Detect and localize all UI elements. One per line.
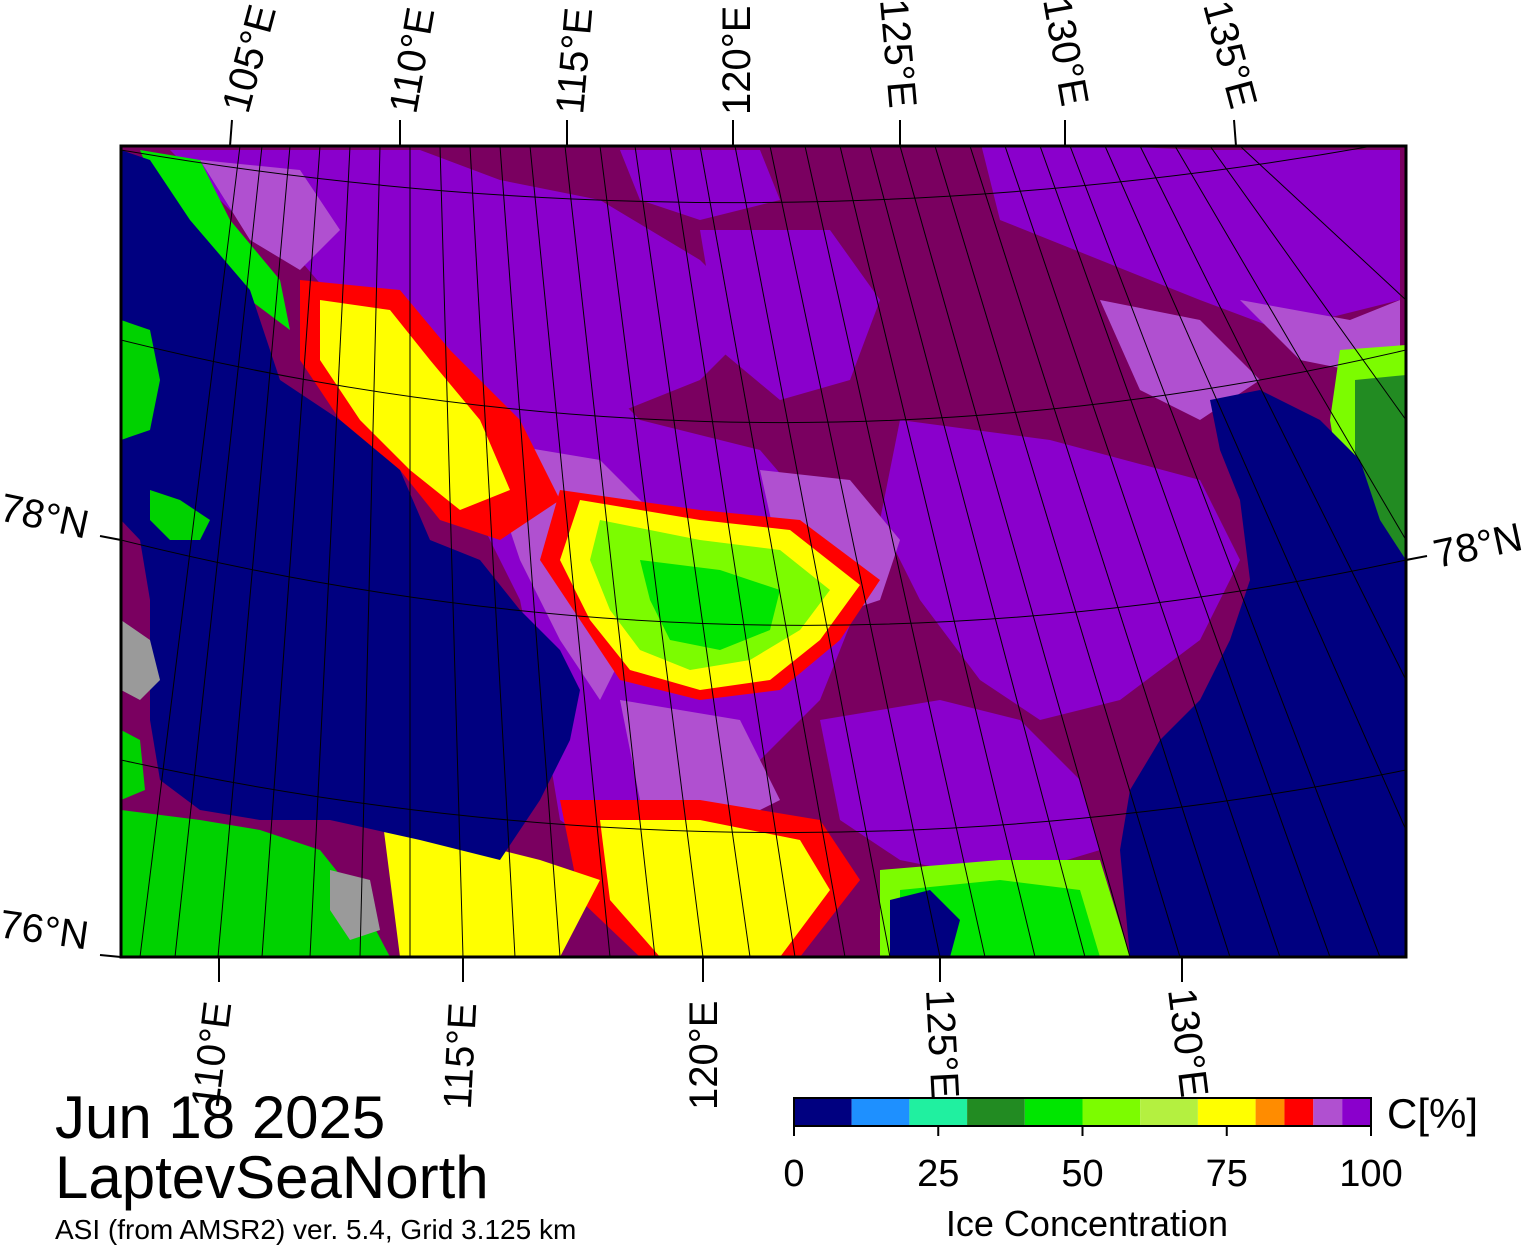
colorbar-bin xyxy=(1024,1098,1083,1126)
top-lon-label: 130°E xyxy=(1034,0,1096,109)
colorbar-bin xyxy=(1342,1098,1371,1126)
map-area xyxy=(121,146,1406,957)
colorbar-bin xyxy=(794,1098,852,1126)
top-lon-label: 105°E xyxy=(214,0,285,117)
left-tick xyxy=(99,954,122,958)
colorbar-tick-label: 50 xyxy=(1061,1153,1103,1195)
bottom-lon-label: 120°E xyxy=(682,1001,726,1110)
right-lat-label: 78°N xyxy=(1430,515,1527,577)
top-lon-label: 115°E xyxy=(548,6,601,116)
map-frame xyxy=(119,144,1408,959)
colorbar-tick-label: 25 xyxy=(917,1153,959,1195)
left-tick xyxy=(99,535,122,541)
left-lat-label: 78°N xyxy=(0,486,93,548)
product-info: ASI (from AMSR2) ver. 5.4, Grid 3.125 km xyxy=(55,1214,577,1245)
top-tick xyxy=(229,119,233,147)
graticule xyxy=(121,146,1406,957)
top-lon-label: 125°E xyxy=(871,0,924,110)
colorbar-tick-label: 100 xyxy=(1339,1153,1402,1195)
land xyxy=(121,320,390,957)
colorbar-tick-label: 75 xyxy=(1206,1153,1248,1195)
colorbar-bin xyxy=(1313,1098,1343,1126)
top-lon-label: 110°E xyxy=(382,4,444,116)
colorbar-bin xyxy=(1197,1098,1256,1126)
top-lon-label: 135°E xyxy=(1194,0,1265,113)
map-date: Jun 18 2025 xyxy=(55,1084,386,1151)
top-tick xyxy=(1233,119,1237,147)
colorbar-tick-label: 0 xyxy=(783,1153,804,1195)
left-lat-label: 76°N xyxy=(0,902,91,958)
colorbar-bins xyxy=(794,1098,1371,1126)
colorbar-bin xyxy=(967,1098,1025,1126)
open-water xyxy=(121,150,1406,957)
map-region: LaptevSeaNorth xyxy=(55,1144,489,1211)
top-lon-label: 120°E xyxy=(715,6,759,115)
colorbar-unit-label: C[%] xyxy=(1387,1090,1478,1137)
top-longitude-axis: 105°E 110°E 115°E 120°E 125°E 130°E 135°… xyxy=(214,0,1265,147)
colorbar: 0 25 50 75 100 C[%] Ice Concentration xyxy=(783,1090,1478,1244)
colorbar-bin xyxy=(1140,1098,1198,1126)
colorbar-bin xyxy=(1284,1098,1314,1126)
bottom-lon-label: 125°E xyxy=(917,988,967,1100)
colorbar-bin xyxy=(851,1098,910,1126)
colorbar-ticks: 0 25 50 75 100 xyxy=(783,1126,1403,1195)
colorbar-bin xyxy=(909,1098,968,1126)
bottom-lon-label: 115°E xyxy=(436,1002,486,1111)
colorbar-bin xyxy=(1255,1098,1285,1126)
colorbar-bin xyxy=(1082,1098,1141,1126)
bottom-lon-label: 130°E xyxy=(1159,986,1216,1100)
colorbar-title: Ice Concentration xyxy=(946,1203,1228,1244)
right-tick xyxy=(1405,555,1428,561)
